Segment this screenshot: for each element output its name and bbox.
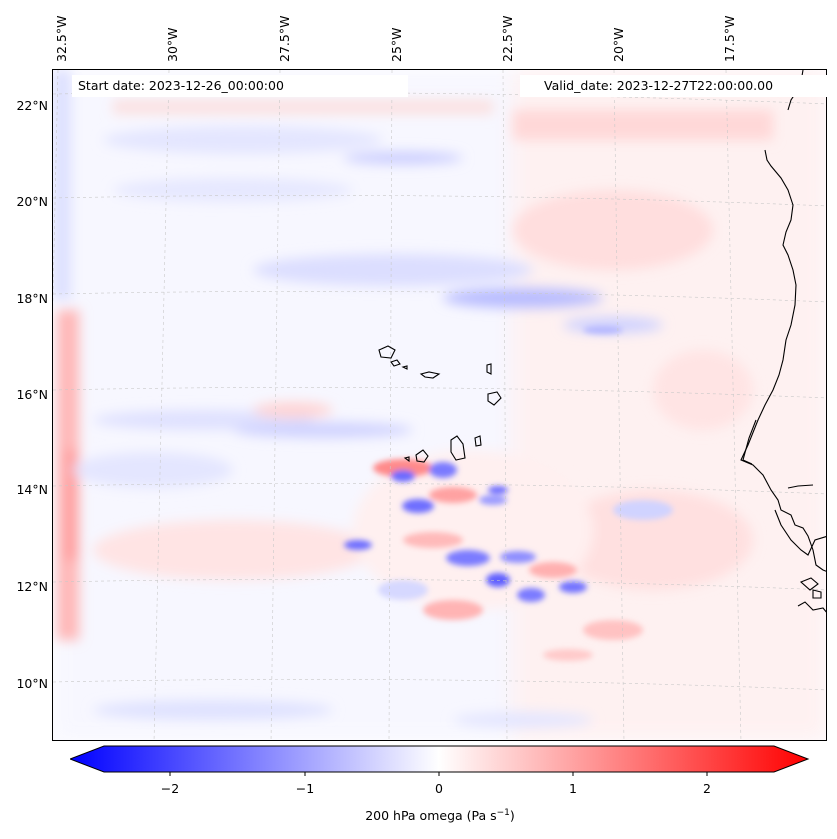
island-sao-nicolau <box>419 371 441 379</box>
island-sal <box>486 363 492 375</box>
lat-label-16n: 16°N <box>16 387 48 402</box>
colorbar-fill <box>70 745 810 773</box>
island-maio <box>474 435 482 447</box>
island-sao-vicente <box>390 359 401 367</box>
colorbar-ticks <box>169 772 708 776</box>
lon-label-22-5w: 22.5°W <box>500 15 515 62</box>
lat-label-12n: 12°N <box>16 579 48 594</box>
island-santa-luzia <box>401 365 408 370</box>
senegal-coast-detail <box>742 419 757 465</box>
guinea-bissau-islands <box>797 577 826 613</box>
lon-label-25w: 25°W <box>389 27 404 62</box>
coast-south <box>774 509 826 556</box>
lat-label-14n: 14°N <box>16 482 48 497</box>
gambia-river <box>787 484 814 489</box>
lat-label-22n: 22°N <box>16 98 48 113</box>
colorbar-tick-neg1: −1 <box>295 781 315 796</box>
lon-label-17-5w: 17.5°W <box>722 15 737 62</box>
island-santiago <box>450 435 466 461</box>
omega-shading-broad <box>53 70 773 728</box>
colorbar-tick-1: 1 <box>569 781 577 796</box>
valid-date-label: Valid_date: 2023-12-27T22:00:00.00 <box>520 75 828 97</box>
island-santo-antao <box>378 345 396 359</box>
island-boa-vista <box>487 391 502 406</box>
map-panel[interactable] <box>52 69 827 741</box>
lon-label-32-5w: 32.5°W <box>54 15 69 62</box>
lat-label-20n: 20°N <box>16 194 48 209</box>
lat-label-10n: 10°N <box>16 676 48 691</box>
omega-shading-cells <box>344 326 673 661</box>
lon-label-27-5w: 27.5°W <box>277 15 292 62</box>
island-fogo <box>415 449 429 463</box>
lat-label-18n: 18°N <box>16 291 48 306</box>
island-brava <box>403 456 410 463</box>
omega-field-map <box>53 70 826 740</box>
colorbar-label: 200 hPa omega (Pa s−1) <box>365 808 515 824</box>
colorbar-tick-neg2: −2 <box>160 781 180 796</box>
start-date-label: Start date: 2023-12-26_00:00:00 <box>72 75 408 97</box>
lon-label-30w: 30°W <box>165 27 180 62</box>
colorbar-tick-2: 2 <box>703 781 711 796</box>
lon-label-20w: 20°W <box>611 27 626 62</box>
colorbar-tick-0: 0 <box>435 781 443 796</box>
colorbar <box>70 745 810 776</box>
